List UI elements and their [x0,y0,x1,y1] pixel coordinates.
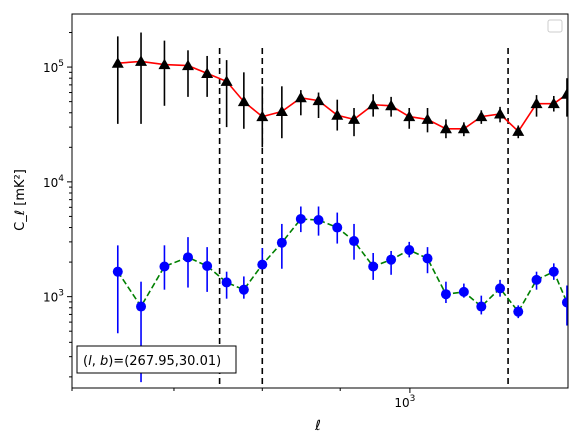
data-point [313,215,324,226]
data-point [385,99,398,111]
data-point [295,213,306,224]
data-point [367,98,380,110]
axes: 103 104 105 103 [43,32,415,410]
data-point [386,254,397,265]
data-point [421,113,434,124]
y-tick-label: 103 [43,289,64,305]
data-point [220,75,233,86]
data-point [201,67,214,78]
annotation-b: b [100,354,108,369]
data-point [531,274,542,285]
annotation-text: (l, b)=(267.95,30.01) [83,354,221,369]
x-tick-label: 103 [394,394,415,410]
vertical-lines [218,48,509,388]
data-point [561,297,568,308]
data-point [159,261,170,272]
data-point [439,122,452,134]
legend-box [547,19,563,33]
annotation: (l, b)=(267.95,30.01) [76,345,237,374]
y-tick-label: 104 [43,174,64,190]
data-point [476,301,487,312]
data-point [458,286,469,297]
data-point [512,125,525,136]
data-point [403,110,416,122]
data-point [495,283,506,294]
data-point [202,260,213,271]
data-point [158,58,171,70]
data-point [136,301,147,312]
series-layer [111,32,568,383]
data-point [348,113,361,124]
data-point [238,284,249,295]
data-point [256,110,269,122]
data-point [112,266,123,277]
data-point [475,110,488,122]
data-point [440,289,451,300]
annotation-box [76,345,237,374]
data-point [257,259,268,270]
data-point [404,244,415,255]
plot-area [72,14,568,388]
data-point [548,266,559,277]
series-1 [111,32,568,148]
data-point [513,306,524,317]
data-point [368,261,379,272]
x-axis-label: ℓ [314,418,321,434]
series-2 [112,206,568,383]
data-point [312,94,325,106]
data-point [275,105,288,117]
annotation-values: )=(267.95,30.01) [108,354,221,369]
data-point [349,236,360,247]
data-point [332,222,343,233]
annotation-l: l [88,354,92,369]
data-point [547,97,560,109]
data-point [135,55,148,66]
data-point [422,253,433,264]
data-point [181,59,194,71]
data-point [457,122,470,134]
data-point [494,108,507,119]
data-point [237,95,250,107]
plot-frame [71,13,569,389]
data-point [111,57,124,68]
y-tick-label: 105 [43,59,64,75]
data-point [331,109,344,120]
data-point [530,97,543,109]
data-point [294,91,307,103]
data-point [276,237,287,248]
data-point [560,88,568,99]
data-point [221,277,232,288]
y-axis-label: C_ℓ [mK²] [13,169,28,231]
data-point [182,252,193,263]
